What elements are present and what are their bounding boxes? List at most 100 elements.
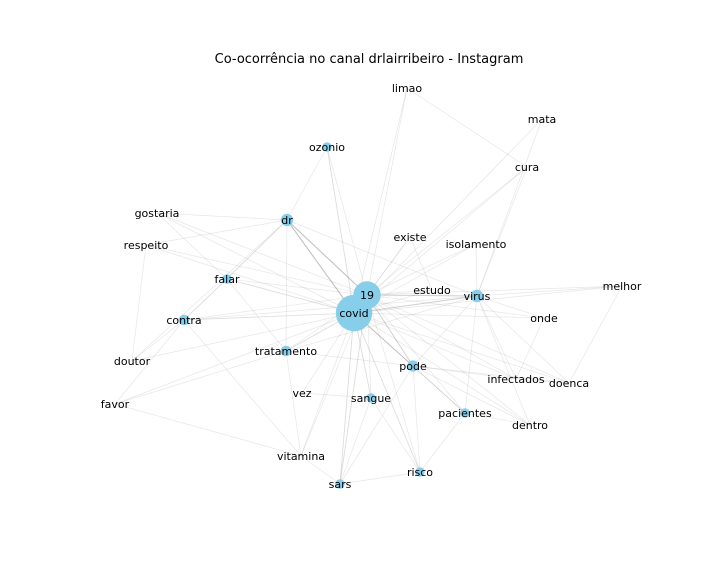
edge-19-melhor: [366, 285, 623, 296]
edge-sars-risco: [339, 471, 421, 485]
edge-covid-virus: [353, 295, 478, 314]
edge-virus-infectados: [476, 295, 517, 380]
edge-ozonio-dr: [286, 146, 328, 221]
edge-covid-vitamina: [300, 312, 355, 457]
edge-pode-risco: [412, 365, 421, 473]
edge-sangue-vez: [301, 392, 372, 399]
edge-virus-doenca: [476, 295, 570, 384]
edge-contra-falar: [183, 278, 228, 321]
edge-covid-doenca: [353, 312, 570, 384]
edge-contra-vitamina: [183, 319, 302, 457]
edge-pode-tratamento: [285, 350, 414, 367]
edge-sars-vitamina: [300, 455, 341, 485]
edge-19-pode: [366, 294, 414, 367]
node-label-risco: risco: [407, 466, 433, 479]
edge-covid-sars: [339, 312, 355, 485]
edge-19-pacientes: [366, 294, 466, 414]
node-label-contra: contra: [166, 314, 201, 327]
edge-19-gostaria: [156, 212, 368, 296]
node-label-sangue: sangue: [351, 392, 391, 405]
edge-sangue-risco: [370, 397, 421, 473]
node-label-cura: cura: [515, 161, 539, 174]
edge-covid-ozonio: [326, 146, 355, 314]
edge-dr-contra: [183, 219, 288, 321]
edge-pode-infectados: [412, 365, 517, 380]
edge-tratamento-favor: [114, 350, 287, 405]
node-pode: [407, 360, 419, 372]
edge-contra-doutor: [131, 319, 185, 362]
edge-covid-favor: [114, 312, 355, 405]
edge-19-dentro: [366, 294, 531, 426]
edge-sangue-sars: [339, 397, 372, 485]
node-label-sars: sars: [329, 478, 352, 491]
node-virus: [470, 289, 484, 303]
edge-covid-gostaria: [156, 212, 355, 314]
node-sars: [335, 479, 345, 489]
nodes-layer: [178, 142, 484, 489]
edge-infectados-doenca: [515, 378, 570, 384]
edge-virus-onde: [476, 295, 545, 319]
node-label-existe: existe: [394, 231, 427, 244]
edge-virus-contra: [183, 295, 478, 321]
edge-19-dr: [286, 219, 368, 296]
edge-19-falar: [226, 278, 368, 296]
node-label-vez: vez: [292, 387, 311, 400]
edge-covid-cura: [353, 166, 528, 314]
edge-gostaria-falar: [156, 212, 228, 280]
node-label-ozonio: ozonio: [309, 141, 345, 154]
node-label-tratamento: tratamento: [255, 345, 317, 358]
edge-contra-favor: [114, 319, 185, 405]
node-label-vitamina: vitamina: [277, 450, 325, 463]
edge-dr-virus: [286, 219, 478, 297]
edge-pacientes-dentro: [464, 412, 531, 426]
node-ozonio: [322, 142, 332, 152]
edge-tratamento-falar: [226, 278, 287, 352]
node-label-19: 19: [360, 289, 374, 302]
node-label-doenca: doenca: [549, 377, 589, 390]
edge-19-onde: [366, 294, 545, 319]
edge-covid-mata: [353, 118, 543, 314]
labels-layer: covid 19 dr virus pode ozonio falar contra trata…: [101, 82, 642, 491]
node-label-estudo: estudo: [413, 284, 451, 297]
node-label-dr: dr: [281, 214, 293, 227]
node-label-doutor: doutor: [114, 355, 151, 368]
edge-19-cura: [366, 166, 528, 296]
edge-pode-pacientes: [412, 365, 466, 414]
node-dr: [280, 213, 294, 227]
edge-19-infectados: [366, 294, 517, 380]
edge-covid-melhor: [353, 285, 623, 314]
node-19: [353, 281, 381, 309]
edge-pode-sars: [339, 365, 414, 485]
node-label-dentro: dentro: [512, 419, 548, 432]
edge-19-contra: [183, 294, 368, 321]
chart-title: Co-ocorrência no canal drlairribeiro - I…: [215, 52, 524, 67]
edge-virus-mata: [476, 118, 543, 297]
edge-virus-melhor: [476, 285, 623, 297]
edge-covid-dr: [286, 219, 355, 314]
edge-19-isolamento: [366, 243, 477, 296]
node-label-covid: covid: [339, 307, 368, 320]
edge-dr-doutor: [131, 219, 288, 362]
node-pacientes: [460, 408, 470, 418]
edge-virus-pode: [412, 295, 478, 367]
edge-risco-pacientes: [419, 412, 466, 473]
edge-pode-dentro: [412, 365, 531, 426]
node-tratamento: [280, 345, 292, 357]
node-label-mata: mata: [528, 113, 557, 126]
edge-virus-dentro: [476, 295, 531, 426]
node-falar: [222, 274, 232, 284]
node-label-gostaria: gostaria: [135, 207, 180, 220]
edge-19-risco: [366, 294, 421, 473]
edge-favor-vitamina: [114, 403, 302, 457]
node-label-favor: favor: [101, 398, 130, 411]
edge-covid-infectados: [353, 312, 517, 380]
node-label-onde: onde: [530, 312, 558, 325]
edge-covid-contra: [183, 312, 355, 321]
edge-19-limao: [366, 87, 408, 296]
edge-covid-dentro: [353, 312, 531, 426]
edge-respeito-doutor: [131, 244, 147, 362]
edge-pode-doenca: [412, 365, 570, 384]
edge-covid-onde: [353, 312, 545, 319]
edge-19-respeito: [145, 244, 368, 296]
